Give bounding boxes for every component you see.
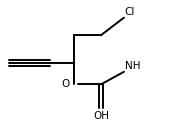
Text: O: O	[62, 79, 70, 89]
Text: OH: OH	[93, 111, 109, 121]
Text: Cl: Cl	[125, 7, 135, 17]
Text: NH: NH	[125, 61, 140, 71]
